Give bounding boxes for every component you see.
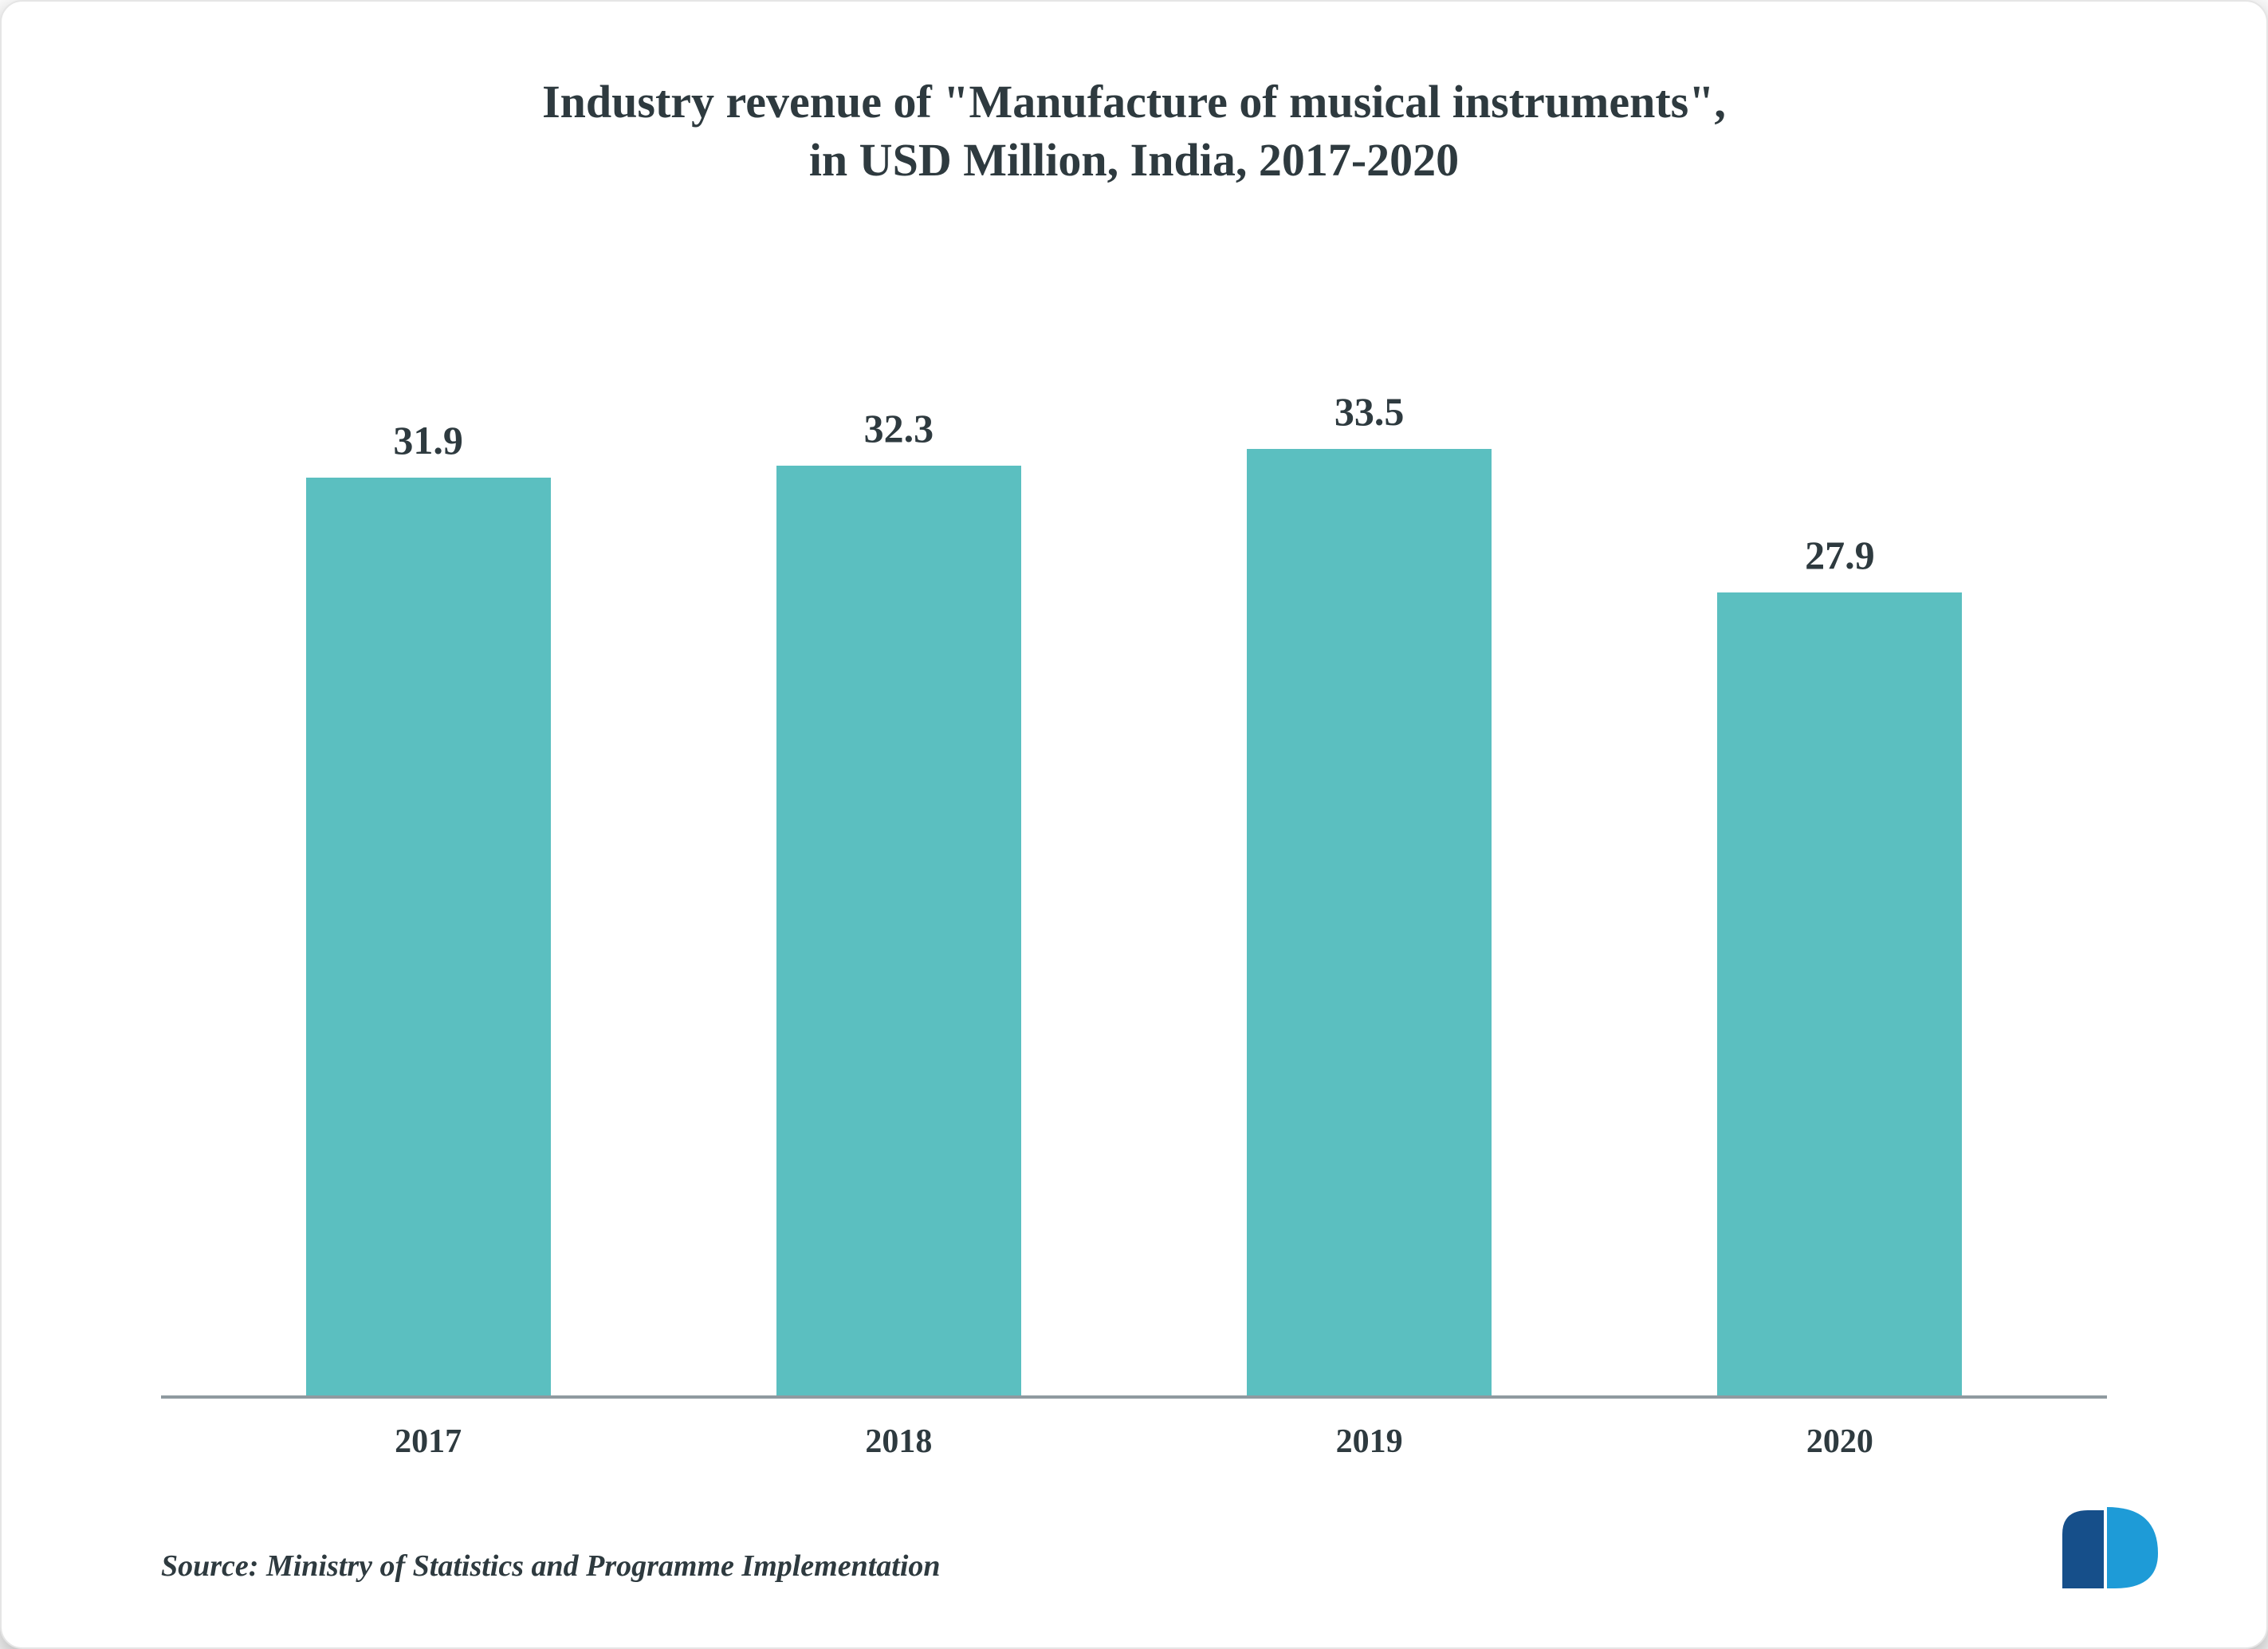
bar-group: 27.9 — [1605, 388, 2075, 1395]
bar-group: 33.5 — [1134, 388, 1605, 1395]
bar — [1717, 592, 1962, 1395]
plot-area: 31.9 32.3 33.5 27.9 — [161, 245, 2107, 1399]
x-tick-label: 2017 — [193, 1423, 663, 1461]
bar-value-label: 31.9 — [393, 417, 463, 463]
chart-title-line2: in USD Million, India, 2017-2020 — [809, 134, 1459, 186]
x-axis: 2017201820192020 — [161, 1399, 2107, 1461]
chart-title: Industry revenue of "Manufacture of musi… — [113, 73, 2155, 189]
brand-logo-icon — [2059, 1504, 2179, 1592]
source-text: Source: Ministry of Statistics and Progr… — [113, 1549, 2155, 1584]
chart-area: 31.9 32.3 33.5 27.9 2017201820192020 — [113, 245, 2155, 1461]
x-tick-label: 2018 — [663, 1423, 1134, 1461]
chart-title-line1: Industry revenue of "Manufacture of musi… — [542, 76, 1726, 128]
bar — [306, 478, 551, 1395]
x-tick-label: 2019 — [1134, 1423, 1605, 1461]
bar-group: 32.3 — [663, 388, 1134, 1395]
bar-value-label: 32.3 — [864, 405, 934, 451]
bar-value-label: 27.9 — [1805, 532, 1875, 578]
chart-card: Industry revenue of "Manufacture of musi… — [0, 0, 2268, 1649]
bar-value-label: 33.5 — [1334, 388, 1405, 435]
bar — [1247, 449, 1492, 1395]
x-tick-label: 2020 — [1605, 1423, 2075, 1461]
bar-group: 31.9 — [193, 388, 663, 1395]
bar — [776, 466, 1021, 1395]
